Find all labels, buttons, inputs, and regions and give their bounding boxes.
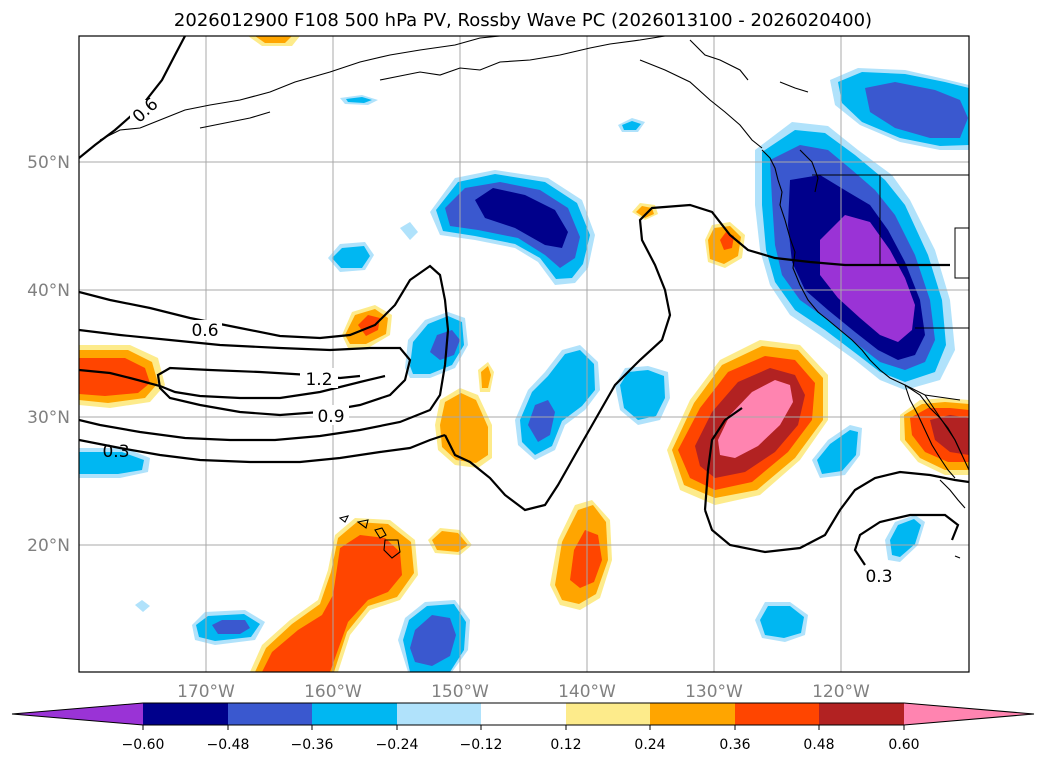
anomaly-negative-j bbox=[398, 600, 470, 672]
colorbar-label-2: −0.36 bbox=[291, 737, 334, 753]
anomaly-tiny-patches bbox=[135, 95, 645, 612]
latitude-axis: 50°N 40°N 30°N 20°N bbox=[27, 153, 70, 556]
anomaly-negative-g bbox=[615, 366, 670, 425]
colorbar-label-4: −0.12 bbox=[460, 737, 503, 753]
colorbar-label-6: 0.24 bbox=[634, 737, 665, 753]
colorbar-segment-3 bbox=[312, 703, 397, 725]
anomaly-negative-l bbox=[192, 610, 265, 645]
lat-label-20n: 20°N bbox=[27, 536, 70, 556]
colorbar-segment-8 bbox=[735, 703, 819, 725]
anomaly-negative-f bbox=[515, 345, 600, 460]
colorbar-label-5: 0.12 bbox=[550, 737, 581, 753]
map-background bbox=[79, 36, 969, 672]
graticule bbox=[79, 36, 969, 672]
pv-contours bbox=[79, 36, 969, 566]
lon-label-130w: 130°W bbox=[685, 682, 743, 702]
contour-label-0-6: 0.6 bbox=[191, 321, 218, 341]
anomaly-small-positive-c bbox=[632, 203, 745, 268]
longitude-axis: 170°W 160°W 150°W 140°W 130°W 120°W bbox=[177, 682, 870, 702]
map-title: 2026012900 F108 500 hPa PV, Rossby Wave … bbox=[174, 10, 872, 31]
anomaly-small-positive-b bbox=[342, 305, 392, 348]
anomaly-hawaii-positive bbox=[250, 518, 418, 672]
colorbar-label-3: −0.24 bbox=[376, 737, 419, 753]
colorbar-label-1: −0.48 bbox=[207, 737, 250, 753]
contour-label-0-9: 0.9 bbox=[317, 407, 344, 427]
lon-label-150w: 150°W bbox=[431, 682, 489, 702]
anomaly-small-positive-a bbox=[435, 362, 494, 468]
anomaly-small-positive-d bbox=[428, 528, 472, 555]
colorbar-segment-9 bbox=[819, 703, 904, 725]
contour-labels: 0.6 0.6 1.2 0.9 0.3 0.3 bbox=[102, 94, 896, 587]
contour-label-0-3-west: 0.3 bbox=[102, 442, 129, 462]
colorbar-label-9: 0.60 bbox=[888, 737, 919, 753]
contour-label-1-2: 1.2 bbox=[305, 370, 332, 390]
colorbar-segment-2 bbox=[228, 703, 312, 725]
anomaly-140w-positive bbox=[550, 500, 612, 610]
colorbar-segment-7 bbox=[650, 703, 735, 725]
colorbar-segment-4 bbox=[397, 703, 481, 725]
colorbar-segment-1 bbox=[143, 703, 228, 725]
coastlines bbox=[99, 36, 969, 559]
lat-label-40n: 40°N bbox=[27, 281, 70, 301]
contour-label-0-3-east: 0.3 bbox=[865, 567, 892, 587]
anomaly-negative-e bbox=[405, 312, 468, 378]
anomaly-west-coast-negative bbox=[755, 122, 955, 390]
map-content bbox=[79, 36, 969, 672]
lon-label-140w: 140°W bbox=[558, 682, 616, 702]
anomaly-west-edge-positive bbox=[79, 345, 165, 408]
colorbar-ticks bbox=[142, 725, 905, 730]
anomaly-top-edge bbox=[248, 36, 300, 46]
lat-label-30n: 30°N bbox=[27, 408, 70, 428]
lon-label-160w: 160°W bbox=[304, 682, 362, 702]
colorbar-extend-min bbox=[12, 703, 143, 725]
colorbar-label-0: −0.60 bbox=[122, 737, 165, 753]
colorbar-label-7: 0.36 bbox=[719, 737, 750, 753]
lon-label-120w: 120°W bbox=[812, 682, 870, 702]
lat-label-50n: 50°N bbox=[27, 153, 70, 173]
colorbar-segment-5 bbox=[481, 703, 566, 725]
colorbar-label-8: 0.48 bbox=[803, 737, 834, 753]
anomaly-west-edge-negative bbox=[79, 448, 150, 478]
anomaly-negative-i bbox=[885, 515, 925, 562]
anomaly-negative-h bbox=[812, 425, 862, 478]
colorbar-segment-6 bbox=[566, 703, 650, 725]
colorbar-extend-max bbox=[904, 703, 1034, 725]
colorbar: −0.60 −0.48 −0.36 −0.24 −0.12 0.12 0.24 … bbox=[11, 702, 1035, 753]
map-frame bbox=[78, 35, 970, 673]
anomaly-central-north-negative bbox=[430, 170, 595, 285]
lon-label-170w: 170°W bbox=[177, 682, 235, 702]
anomaly-negative-k bbox=[755, 602, 808, 642]
anomaly-northeast-negative bbox=[830, 68, 969, 150]
